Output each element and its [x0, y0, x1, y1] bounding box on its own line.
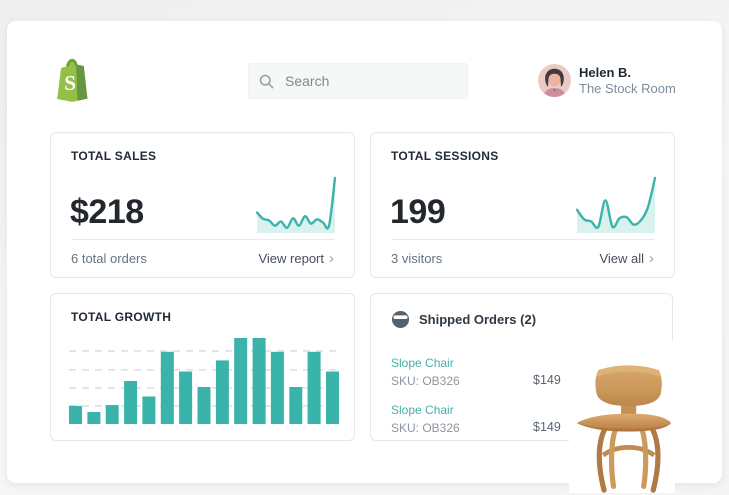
main-panel: S Helen B. The Stock Room TOTAL SALES $2…	[7, 21, 722, 493]
order-item-sku: SKU: OB326	[391, 421, 460, 435]
shipped-orders-title: Shipped Orders (2)	[419, 312, 537, 327]
total-sales-card: TOTAL SALES $218 6 total orders View rep…	[50, 132, 355, 278]
shopify-logo[interactable]: S	[50, 57, 94, 103]
total-growth-card: TOTAL GROWTH	[50, 293, 355, 441]
visitors-count: 3 visitors	[391, 251, 443, 266]
order-item-name: Slope Chair	[391, 356, 454, 370]
total-sessions-value: 199	[390, 193, 446, 231]
svg-text:S: S	[64, 71, 76, 95]
view-report-link[interactable]: View report ›	[258, 250, 334, 267]
avatar	[538, 64, 571, 97]
order-item-price: $149	[533, 420, 561, 434]
user-store: The Stock Room	[579, 80, 676, 96]
card-title: TOTAL SESSIONS	[391, 149, 499, 163]
view-all-link[interactable]: View all ›	[599, 250, 654, 267]
search-icon	[259, 74, 274, 88]
user-chip[interactable]: Helen B. The Stock Room	[538, 64, 676, 97]
sales-sparkline-chart	[255, 176, 337, 233]
chair-image	[569, 341, 675, 493]
total-sales-value: $218	[70, 193, 144, 231]
chevron-right-icon: ›	[649, 250, 654, 267]
search-input[interactable]	[283, 72, 468, 90]
sessions-sparkline-chart	[575, 176, 657, 233]
order-list-item[interactable]: Slope Chair SKU: OB326 $149	[391, 356, 571, 388]
order-item-name: Slope Chair	[391, 403, 454, 417]
order-list-item[interactable]: Slope Chair SKU: OB326 $149	[391, 403, 571, 435]
package-circle-icon	[391, 310, 410, 329]
total-sessions-card: TOTAL SESSIONS 199 3 visitors View all ›	[370, 132, 675, 278]
search-box	[248, 63, 468, 99]
chevron-right-icon: ›	[329, 250, 334, 267]
card-title: TOTAL GROWTH	[71, 310, 172, 324]
growth-bar-chart	[69, 338, 339, 424]
user-name: Helen B.	[579, 64, 632, 80]
card-title: TOTAL SALES	[71, 149, 157, 163]
orders-count: 6 total orders	[71, 251, 147, 266]
order-item-sku: SKU: OB326	[391, 374, 460, 388]
order-item-price: $149	[533, 373, 561, 387]
